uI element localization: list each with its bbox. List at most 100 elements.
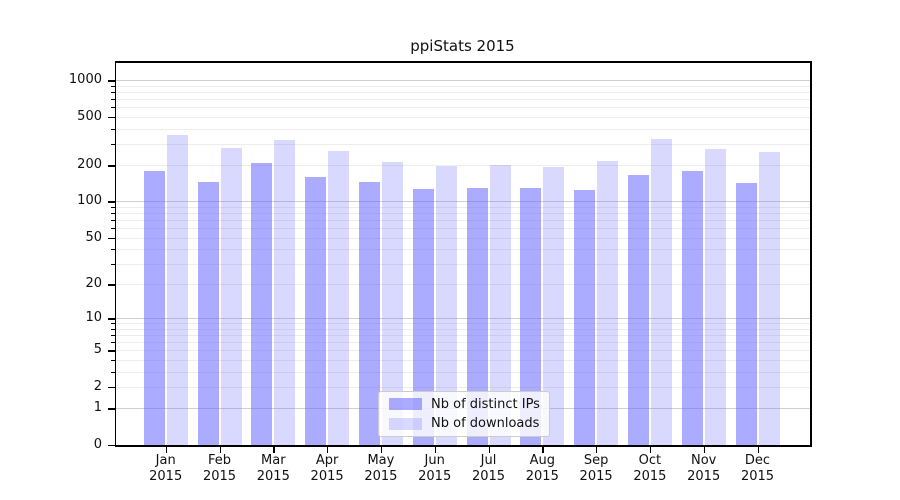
y-axis-minor-tick-90	[110, 206, 115, 208]
bar-downloads-apr	[328, 150, 350, 445]
x-tick-label-may: May 2015	[364, 453, 398, 484]
y-axis-tick-20	[107, 284, 115, 286]
x-axis-tick-feb	[219, 446, 221, 453]
y-axis-minor-tick-700	[110, 99, 115, 101]
x-axis-tick-aug	[542, 446, 544, 453]
bar-downloads-jul	[489, 165, 511, 445]
y-axis-minor-tick-300	[110, 143, 115, 145]
gridline-minor-70	[114, 220, 810, 222]
y-axis-minor-tick-400	[110, 128, 115, 130]
y-axis-minor-tick-80	[110, 213, 115, 215]
y-axis-minor-tick-4	[110, 360, 115, 362]
x-axis-tick-mar	[273, 446, 275, 453]
x-tick-label-sep: Sep 2015	[579, 453, 613, 484]
plot-bottom-spine	[114, 445, 812, 447]
y-axis-tick-50	[107, 237, 115, 239]
gridline-minor-80	[114, 213, 810, 215]
x-tick-label-feb: Feb 2015	[202, 453, 237, 484]
legend: Nb of distinct IPs Nb of downloads	[378, 391, 550, 437]
legend-swatch-distinct-ips	[389, 398, 422, 411]
gridline-minor-700	[114, 99, 810, 101]
bar-downloads-sep	[597, 160, 619, 445]
bar-downloads-may	[381, 162, 403, 445]
gridline-major-10	[114, 318, 810, 320]
gridline-minor-200	[114, 165, 810, 167]
y-axis-minor-tick-30	[110, 263, 115, 265]
gridline-minor-9	[114, 323, 810, 325]
y-tick-label-0: 0	[93, 437, 102, 452]
gridline-minor-20	[114, 284, 810, 286]
y-axis-minor-tick-70	[110, 220, 115, 222]
y-axis-tick-1	[107, 408, 115, 410]
y-axis-minor-tick-8	[110, 329, 115, 331]
plot-top-spine	[114, 61, 810, 63]
x-axis-tick-jun	[434, 446, 437, 453]
x-tick-label-dec: Dec 2015	[740, 453, 775, 484]
y-tick-label-2: 2	[93, 379, 102, 395]
y-axis-minor-tick-40	[110, 249, 115, 251]
y-axis-tick-2	[107, 387, 115, 389]
x-tick-label-jun: Jun 2015	[418, 453, 452, 484]
gridline-minor-4	[114, 360, 810, 362]
plot-left-spine	[114, 61, 117, 445]
y-tick-label-500: 500	[77, 108, 102, 124]
bar-distinct-ips-mar	[251, 163, 273, 445]
bar-distinct-ips-jun	[412, 189, 434, 445]
gridline-minor-7	[114, 335, 810, 337]
bar-distinct-ips-apr	[305, 176, 327, 445]
gridline-minor-800	[114, 92, 810, 94]
x-tick-label-nov: Nov 2015	[687, 453, 721, 484]
y-tick-label-50: 50	[85, 229, 102, 245]
gridline-minor-900	[114, 85, 810, 87]
x-axis-tick-sep	[596, 446, 598, 453]
x-axis-tick-jan	[165, 446, 168, 453]
y-tick-label-200: 200	[77, 157, 102, 173]
chart-title: ppiStats 2015	[410, 37, 515, 55]
x-tick-label-oct: Oct 2015	[633, 453, 667, 484]
x-axis-tick-nov	[703, 446, 706, 453]
x-axis-tick-oct	[649, 446, 652, 453]
x-axis-tick-dec	[757, 446, 759, 453]
y-axis-tick-500	[107, 116, 115, 119]
gridline-minor-400	[114, 128, 810, 130]
x-tick-label-jan: Jan 2015	[149, 453, 183, 484]
y-axis-tick-1000	[107, 80, 115, 82]
bar-distinct-ips-nov	[681, 170, 703, 445]
y-axis-minor-tick-60	[110, 228, 115, 230]
bar-downloads-oct	[650, 138, 672, 445]
y-axis-tick-100	[107, 201, 115, 203]
bar-distinct-ips-aug	[520, 187, 542, 445]
y-axis-tick-5	[107, 350, 115, 352]
gridline-minor-50	[114, 237, 810, 239]
x-tick-label-apr: Apr 2015	[310, 453, 344, 484]
bar-distinct-ips-feb	[197, 181, 219, 445]
gridline-minor-300	[114, 143, 810, 145]
x-tick-label-jul: Jul 2015	[471, 453, 506, 484]
x-axis-tick-may	[380, 446, 383, 453]
y-axis-minor-tick-800	[110, 92, 115, 94]
bar-distinct-ips-dec	[735, 183, 757, 445]
y-tick-label-20: 20	[85, 276, 102, 292]
bar-downloads-jan	[166, 134, 188, 445]
y-axis-minor-tick-6	[110, 342, 115, 344]
y-axis-tick-0	[107, 445, 115, 447]
x-tick-label-mar: Mar 2015	[256, 453, 290, 484]
bar-downloads-aug	[543, 166, 565, 445]
bar-downloads-nov	[704, 149, 726, 445]
x-tick-label-aug: Aug 2015	[525, 453, 559, 484]
y-axis-tick-10	[107, 318, 115, 320]
gridline-minor-60	[114, 228, 810, 230]
y-tick-label-10: 10	[85, 310, 102, 326]
x-axis-tick-jul	[488, 446, 490, 453]
bar-distinct-ips-oct	[627, 175, 649, 445]
bar-distinct-ips-jan	[143, 170, 165, 445]
gridline-minor-2	[114, 387, 810, 389]
gridline-minor-40	[114, 249, 810, 251]
y-axis-minor-tick-7	[110, 335, 115, 337]
legend-item-downloads: Nb of downloads	[389, 416, 549, 431]
legend-swatch-downloads	[389, 417, 422, 430]
gridline-minor-8	[114, 329, 810, 331]
gridline-minor-500	[114, 116, 810, 118]
x-axis-tick-apr	[327, 446, 329, 453]
